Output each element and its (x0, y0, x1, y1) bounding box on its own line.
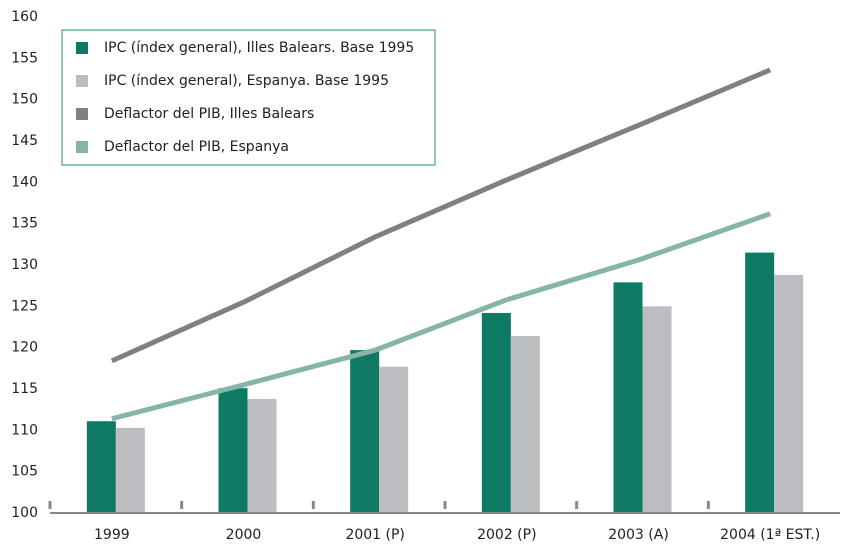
y-tick-label: 160 (11, 9, 38, 25)
legend-swatch (76, 108, 88, 120)
legend-label: Deflactor del PIB, Espanya (104, 139, 289, 155)
x-tick-label: 2002 (P) (477, 527, 536, 543)
bar (247, 398, 277, 513)
legend-swatch (76, 75, 88, 87)
x-tick-label: 2004 (1ª EST.) (720, 527, 820, 543)
y-tick-label: 100 (11, 505, 38, 521)
y-tick-label: 125 (11, 298, 38, 314)
y-tick-label: 105 (11, 464, 38, 480)
legend-swatch (76, 42, 88, 54)
bar (379, 366, 409, 513)
bar (218, 388, 248, 513)
bar (510, 336, 540, 513)
bar (642, 306, 672, 513)
y-tick-label: 145 (11, 133, 38, 149)
y-tick-label: 110 (11, 422, 38, 438)
legend-box (61, 29, 436, 166)
legend-swatch (76, 141, 88, 153)
x-tick-label: 2000 (226, 527, 262, 543)
bar (481, 312, 511, 513)
x-tick-label: 2001 (P) (345, 527, 404, 543)
y-tick-label: 130 (11, 257, 38, 273)
legend-label: Deflactor del PIB, Illes Balears (104, 106, 314, 122)
legend-label: IPC (índex general), Espanya. Base 1995 (104, 73, 389, 89)
y-tick-label: 150 (11, 92, 38, 108)
y-tick-label: 135 (11, 216, 38, 232)
bar (774, 274, 804, 513)
x-tick-label: 2003 (A) (608, 527, 669, 543)
y-tick-label: 115 (11, 381, 38, 397)
y-tick-label: 120 (11, 340, 38, 356)
legend-label: IPC (índex general), Illes Balears. Base… (104, 40, 414, 56)
bar (350, 350, 380, 513)
bar (86, 421, 116, 513)
line (110, 67, 772, 364)
bar (745, 252, 775, 513)
y-tick-label: 140 (11, 174, 38, 190)
x-tick-label: 1999 (94, 527, 130, 543)
bar (613, 282, 643, 513)
bar (115, 427, 145, 513)
line (111, 211, 771, 422)
y-tick-label: 155 (11, 50, 38, 66)
